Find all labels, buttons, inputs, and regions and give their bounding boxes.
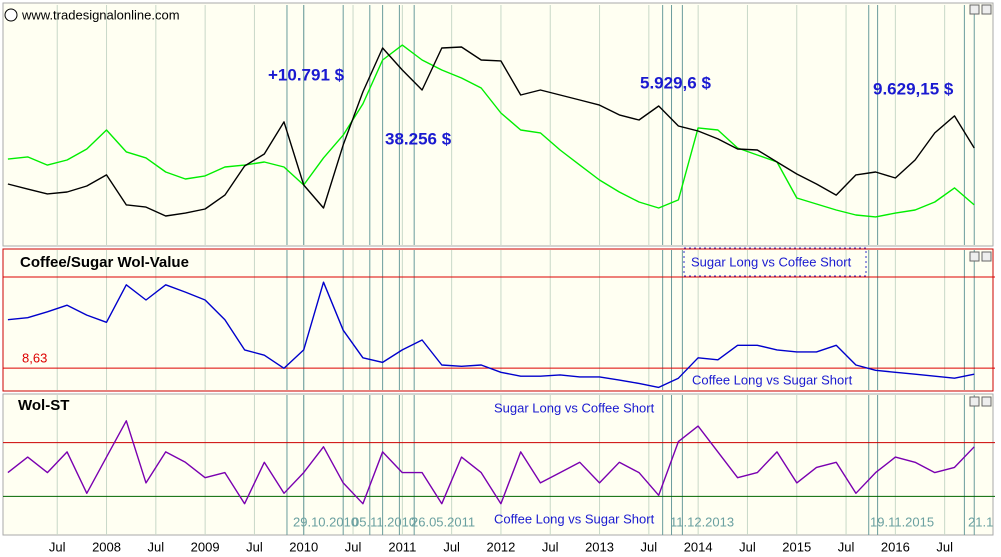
x-tick-label: 2008 [92,539,121,554]
logo [4,8,18,22]
panel-value [2,248,994,392]
x-tick-label: 2013 [585,539,614,554]
x-tick-label: Jul [641,539,658,554]
series-line [7,44,975,218]
series-line [7,281,975,389]
x-tick-label: 2015 [782,539,811,554]
panel-title: Wol-ST [18,397,69,414]
watermark: www.tradesignalonline.com [21,7,180,22]
annotation: Sugar Long vs Coffee Short [494,400,655,415]
signal-label: 19.11.2015 [870,514,934,529]
minimize-button[interactable] [969,251,980,262]
panel-buttons [969,4,992,407]
annotation: Coffee Long vs Sugar Short [692,372,853,387]
marks: 8,63 [3,5,995,535]
signal-label: 26.05.2011 [411,514,475,529]
close-button[interactable] [981,251,992,262]
minimize-button[interactable] [969,396,980,407]
x-tick-label: 2016 [881,539,910,554]
signal-label: 29.10.2010 [293,514,358,529]
close-button[interactable] [981,4,992,15]
x-tick-label: Jul [838,539,855,554]
annotation: +10.791 $ [268,65,345,84]
annotation: 5.929,6 $ [640,73,711,92]
x-tick-label: Jul [443,539,460,554]
close-button[interactable] [981,396,992,407]
annotation: 38.256 $ [385,129,452,148]
selection-box [683,247,867,277]
x-tick-label: Jul [739,539,756,554]
series-line [7,420,975,505]
annotation: 9.629,15 $ [873,79,954,98]
level-label: 8,63 [22,351,47,366]
series-line [7,46,975,217]
x-tick-label: 2010 [289,539,318,554]
annotation: Sugar Long vs Coffee Short [691,254,852,269]
x-tick-label: Jul [246,539,263,554]
panel-price [2,2,994,247]
signal-label: 11.12.2013 [670,514,734,529]
annotation: Coffee Long vs Sugar Short [494,511,655,526]
x-tick-label: 2011 [388,539,416,554]
minimize-button[interactable] [969,4,980,15]
x-tick-label: 2014 [684,539,713,554]
panel-title: Coffee/Sugar Wol-Value [20,254,189,271]
signal-label: 21.1 [968,514,993,529]
x-tick-label: Jul [345,539,362,554]
x-tick-label: Jul [49,539,66,554]
signal-label: 05.11.2010 [352,514,416,529]
x-tick-label: Jul [936,539,953,554]
x-tick-label: Jul [148,539,165,554]
x-tick-label: 2012 [486,539,515,554]
x-tick-label: Jul [542,539,559,554]
x-tick-label: 2009 [191,539,220,554]
